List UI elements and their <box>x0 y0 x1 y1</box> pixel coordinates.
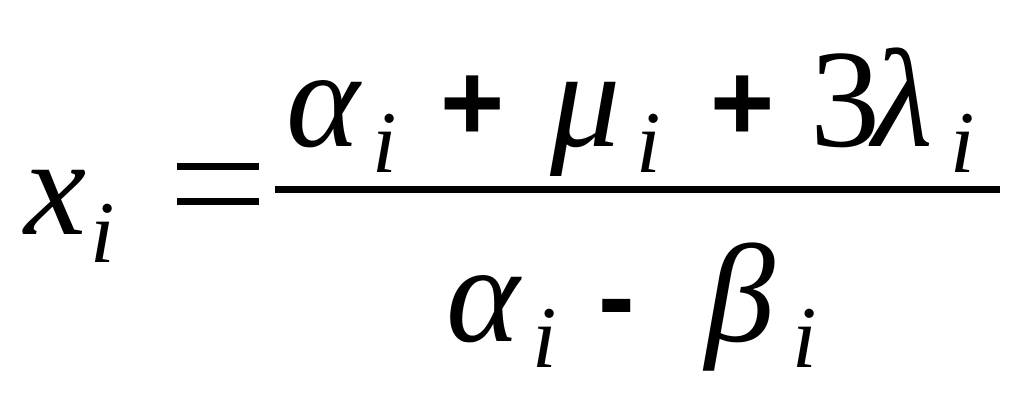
beta: β <box>705 217 775 372</box>
coefficient: 3 <box>810 22 880 177</box>
plus-sign: + <box>710 41 775 164</box>
fraction-bar <box>275 186 1000 193</box>
plus-sign: + <box>440 41 505 164</box>
alpha: α <box>446 217 520 372</box>
subscript: i <box>950 95 975 192</box>
subscript: i <box>372 95 397 192</box>
subscript: i <box>636 95 661 192</box>
mu: μ <box>550 22 621 177</box>
alpha: α <box>286 22 360 177</box>
subscript: i <box>792 290 817 387</box>
lhs-subscript: i <box>90 185 115 282</box>
minus-sign: - <box>598 235 635 358</box>
subscript: i <box>532 290 557 387</box>
lambda: λ <box>872 22 933 177</box>
lhs-variable: x <box>24 110 87 265</box>
